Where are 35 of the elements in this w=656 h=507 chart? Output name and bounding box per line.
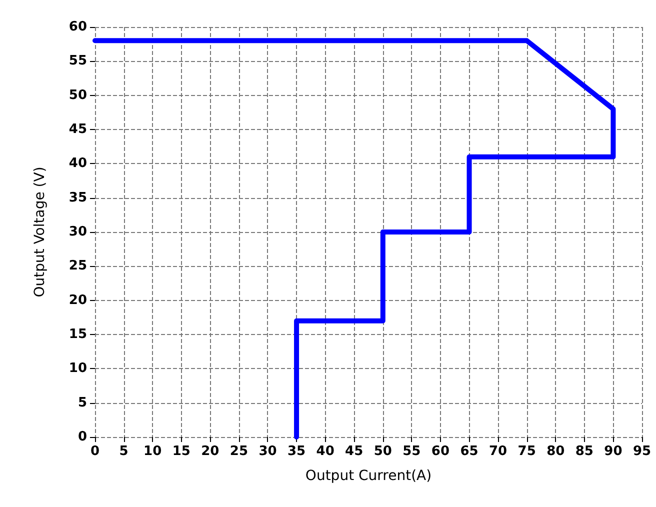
y-tick-label: 0 <box>78 430 87 444</box>
x-tick-label: 80 <box>546 444 565 459</box>
x-tick-label: 35 <box>287 444 306 459</box>
x-tick-label: 85 <box>575 444 594 459</box>
x-tick-label: 5 <box>119 444 128 459</box>
x-tick-label: 20 <box>201 444 220 459</box>
y-axis-title: Output Voltage (V) <box>32 166 48 298</box>
y-tick-label: 30 <box>68 224 87 240</box>
y-tick-label: 60 <box>68 20 87 34</box>
x-tick-label: 70 <box>489 444 508 459</box>
x-tick-label: 55 <box>402 444 421 459</box>
x-tick-label: 60 <box>431 444 450 459</box>
y-tick-label: 45 <box>68 122 87 137</box>
x-axis-title: Output Current(A) <box>305 468 432 484</box>
y-tick-label: 35 <box>68 190 87 206</box>
x-tick-label: 10 <box>144 444 162 459</box>
x-tick-label: 65 <box>460 444 478 459</box>
x-tick-label: 50 <box>374 444 392 459</box>
y-tick-label: 55 <box>68 54 87 69</box>
y-tick-label: 20 <box>68 292 87 308</box>
y-tick-label: 50 <box>68 88 87 103</box>
y-tick-label: 5 <box>78 395 87 410</box>
x-tick-label: 30 <box>258 444 277 459</box>
x-tick-label: 0 <box>90 444 100 459</box>
x-tick-label: 75 <box>518 444 536 459</box>
x-tick-label: 95 <box>632 444 652 459</box>
y-tick-label: 25 <box>68 258 87 274</box>
y-tick-label: 10 <box>68 361 87 376</box>
x-tick-label: 90 <box>604 444 622 459</box>
x-tick-label: 25 <box>230 444 248 459</box>
x-tick-label: 15 <box>172 444 190 459</box>
x-tick-label: 45 <box>345 444 364 459</box>
y-tick-label: 40 <box>68 156 87 172</box>
x-tick-label: 40 <box>316 444 334 459</box>
y-tick-label: 15 <box>68 327 87 342</box>
